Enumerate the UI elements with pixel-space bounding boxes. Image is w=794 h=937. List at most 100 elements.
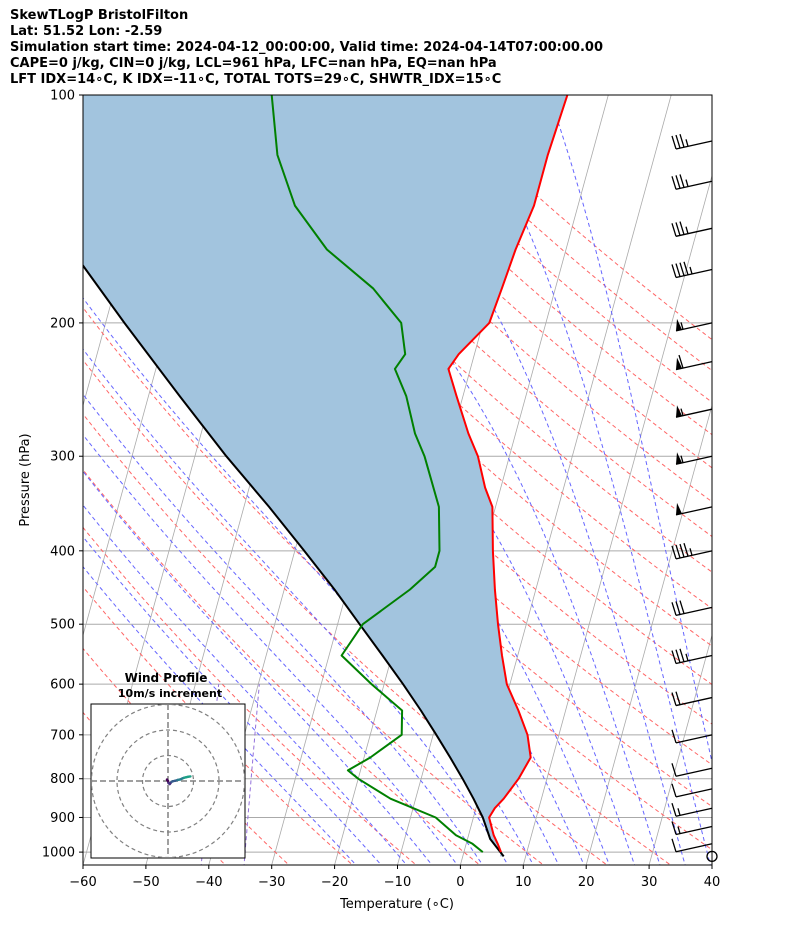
barb-staff [675,825,713,836]
barb-full [671,176,677,190]
barb-full [671,545,677,560]
y-tick-label: 100 [50,89,75,104]
barb-staff [675,140,713,150]
cape-shading [83,95,568,857]
barb-full [675,134,681,149]
dry-adiabat [83,110,712,725]
wind-barb [706,850,718,863]
isotherm [711,863,712,865]
barb-full [671,602,677,616]
dry-adiabat [168,95,712,610]
y-tick-label: 900 [50,811,75,826]
barb-full [679,221,685,235]
wind-barb [675,452,713,465]
calm-wind-circle [706,850,718,863]
wind-barb [671,803,713,817]
moist-adiabat [238,95,661,865]
wind-barb [671,542,713,560]
wind-barb [671,729,713,744]
barb-full [671,692,677,706]
dry-adiabat [83,586,354,865]
moist-adiabat [153,95,636,865]
x-axis-label: Temperature (∘C) [339,897,454,912]
isotherm [522,174,712,865]
barb-half [685,653,689,662]
simulation-time: Simulation start time: 2024-04-12_00:00:… [10,40,603,55]
barb-staff [675,506,713,516]
wind-barb [671,821,713,836]
barb-full [671,223,677,237]
barb-full [671,803,677,817]
station-title: SkewTLogP BristolFilton [10,8,189,23]
dry-adiabat [83,158,712,766]
isotherm [397,95,609,865]
x-tick-label: −50 [132,875,159,890]
dry-adiabat [233,95,712,538]
barb-full [675,544,681,559]
barb-staff [675,268,713,279]
y-tick-label: 700 [50,728,75,743]
station-coords: Lat: 51.52 Lon: -2.59 [10,24,163,39]
barb-staff [675,843,713,853]
x-tick-label: −10 [384,875,411,890]
barb-staff [675,180,713,190]
barb-half [680,408,684,416]
moist-adiabat [83,504,408,865]
moist-adiabat [83,565,357,865]
barb-pennant [676,405,682,418]
barb-full [679,174,685,188]
moist-adiabat [83,433,458,865]
x-tick-label: −40 [195,875,222,890]
x-tick-label: 20 [578,875,595,890]
y-tick-label: 1000 [42,846,75,861]
wind-barb [671,174,713,190]
barb-full [671,135,677,150]
wind-barb [671,221,713,237]
x-tick-label: −20 [321,875,348,890]
barb-full [675,649,681,663]
moist-adiabat [83,393,484,865]
barb-half [680,322,684,330]
barb-full [671,264,677,278]
moist-adiabat [85,95,610,865]
moist-adiabat [83,348,509,865]
barb-full [679,133,685,148]
dry-adiabat [83,306,672,865]
hodograph-inset: Wind Profile 10m/s increment [90,671,246,859]
mixing-ratio-line [243,684,260,865]
barb-staff [675,696,713,707]
wind-barb [675,318,713,332]
moist-adiabat [458,95,711,865]
moist-adiabat [83,470,433,865]
y-tick-label: 400 [50,544,75,559]
x-tick-label: 30 [641,875,658,890]
barb-pennant [676,502,682,515]
dewpoint-profile [270,95,484,853]
barb-full [671,763,677,777]
y-tick-label: 300 [50,450,75,465]
barb-full [679,262,685,276]
axes: −60 −50 −40 −30 −20 −10 0 10 20 30 40 100 200 300 400 5… [42,89,720,891]
barb-full [679,648,685,662]
barb-full [675,175,681,189]
wind-barb [671,600,713,616]
wind-barbs [671,133,718,863]
barb-staff [675,455,713,465]
barb-half [680,455,684,463]
barb-pennant [676,318,682,331]
barb-staff [675,322,713,332]
moist-adiabat [344,95,686,865]
wind-barb [671,763,713,777]
cape-summary: CAPE=0 j/kg, CIN=0 j/kg, LCL=961 hPa, LF… [10,56,497,71]
barb-staff [675,227,713,237]
x-tick-label: −30 [258,875,285,890]
isotherm [585,403,712,865]
barb-full [683,542,689,557]
x-tick-label: 40 [704,875,721,890]
barb-half [685,139,689,147]
dry-adiabat [298,95,712,469]
wind-barb [671,261,713,279]
y-axis-label: Pressure (hPa) [18,433,33,526]
